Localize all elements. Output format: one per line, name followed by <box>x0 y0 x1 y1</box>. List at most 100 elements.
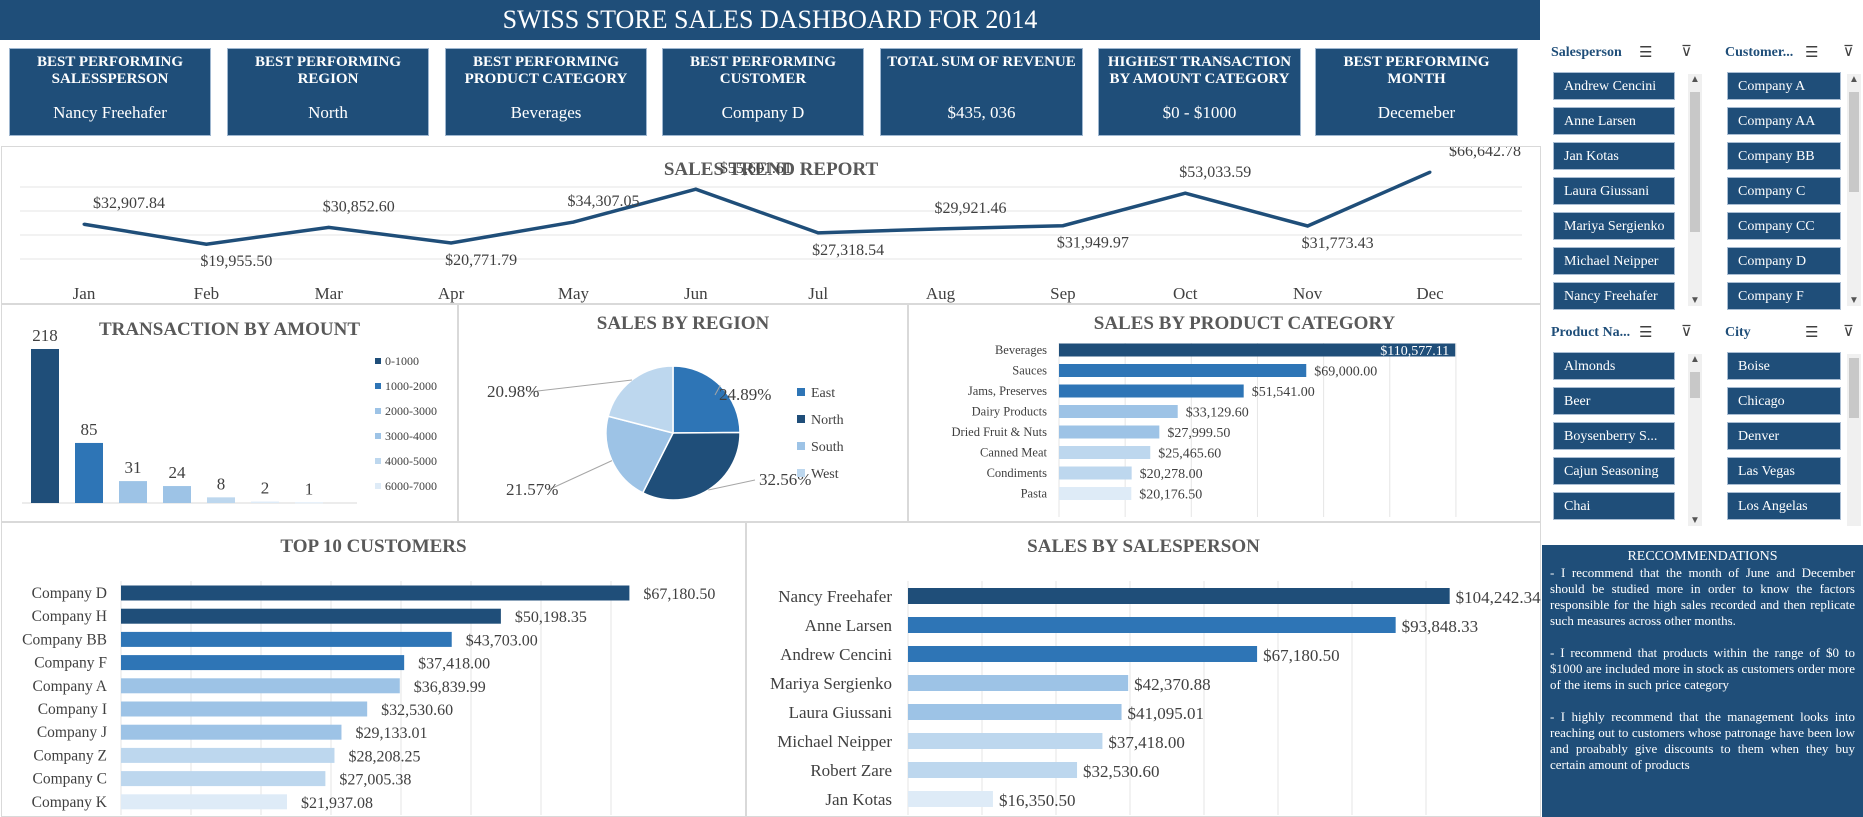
data-label: 2 <box>261 479 270 498</box>
slicer-item[interactable]: Chicago <box>1727 387 1841 415</box>
kpi-label: BEST PERFORMING PRODUCT CATEGORY <box>464 54 628 87</box>
bar <box>908 646 1258 662</box>
legend-swatch <box>375 433 381 439</box>
slicer-item[interactable]: Los Angelas <box>1727 492 1841 520</box>
recommendations-panel: RECCOMMENDATIONS - I recommend that the … <box>1542 545 1863 817</box>
trend-point <box>1306 224 1310 228</box>
slicer-scrollbar[interactable]: ▲ ▼ <box>1688 354 1702 526</box>
slicer-scrollbar[interactable] <box>1847 354 1861 526</box>
x-tick-label: Dec <box>1416 284 1444 303</box>
scroll-thumb[interactable] <box>1849 92 1859 192</box>
kpi-best-salesperson: BEST PERFORMING SALESSPERSON Nancy Freeh… <box>9 48 211 136</box>
slicer-item[interactable]: Michael Neipper <box>1553 247 1675 275</box>
slicer-item[interactable]: Anne Larsen <box>1553 107 1675 135</box>
bar <box>908 762 1078 778</box>
legend-label: 0-1000 <box>385 354 419 368</box>
slicer-item[interactable]: Denver <box>1727 422 1841 450</box>
slicer-item[interactable]: Company AA <box>1727 107 1841 135</box>
trend-point <box>1428 170 1432 174</box>
kpi-value: North <box>308 103 348 122</box>
slicer-item[interactable]: Las Vegas <box>1727 457 1841 485</box>
bar <box>121 724 342 740</box>
legend-swatch <box>797 415 805 423</box>
trend-point <box>327 225 331 229</box>
kpi-best-region: BEST PERFORMING REGION North <box>227 48 429 136</box>
legend-label: North <box>811 413 844 428</box>
clear-filter-icon[interactable]: ⊽ <box>1681 44 1692 60</box>
data-label: $67,180.50 <box>1263 646 1340 665</box>
multi-select-icon[interactable]: ☰ <box>1805 45 1819 61</box>
multi-select-icon[interactable]: ☰ <box>1805 325 1819 341</box>
clear-filter-icon[interactable]: ⊽ <box>1843 44 1854 60</box>
bar <box>1059 446 1151 459</box>
slicer-item[interactable]: Mariya Sergienko <box>1553 212 1675 240</box>
multi-select-icon[interactable]: ☰ <box>1639 45 1653 61</box>
clear-filter-icon[interactable]: ⊽ <box>1681 324 1692 340</box>
slicer-item[interactable]: Beer <box>1553 387 1675 415</box>
product-slicer: Product Na... ☰ ⊽ Almonds Beer Boysenber… <box>1543 322 1715 542</box>
product-category-chart: SALES BY PRODUCT CATEGORY Beverages $110,… <box>908 304 1541 522</box>
scroll-up-icon[interactable]: ▲ <box>1690 354 1700 365</box>
data-label: $43,703.00 <box>466 632 538 649</box>
slicer-item[interactable]: Company CC <box>1727 212 1841 240</box>
trend-point <box>1183 191 1187 195</box>
slicer-item[interactable]: Company D <box>1727 247 1841 275</box>
data-label: $20,278.00 <box>1140 467 1203 482</box>
slicer-item[interactable]: Andrew Cencini <box>1553 72 1675 100</box>
legend-swatch <box>375 483 381 489</box>
slicer-item[interactable]: Jan Kotas <box>1553 142 1675 170</box>
slicer-item[interactable]: Company C <box>1727 177 1841 205</box>
legend-label: 6000-7000 <box>385 479 437 493</box>
slicer-item[interactable]: Boise <box>1727 352 1841 380</box>
bar <box>1059 425 1160 439</box>
slicer-item[interactable]: Company F <box>1727 282 1841 310</box>
scroll-thumb[interactable] <box>1690 92 1700 232</box>
slicer-scrollbar[interactable]: ▲ ▼ <box>1688 74 1702 306</box>
scroll-down-icon[interactable]: ▼ <box>1849 295 1859 306</box>
slicer-scrollbar[interactable]: ▲ ▼ <box>1847 74 1861 306</box>
scroll-thumb[interactable] <box>1849 358 1859 418</box>
bar <box>207 497 235 503</box>
clear-filter-icon[interactable]: ⊽ <box>1843 324 1854 340</box>
data-label: $37,418.00 <box>1108 733 1185 752</box>
slicer-item[interactable]: Boysenberry S... <box>1553 422 1675 450</box>
y-tick-label: Company I <box>38 701 107 718</box>
scroll-up-icon[interactable]: ▲ <box>1690 74 1700 85</box>
multi-select-icon[interactable]: ☰ <box>1639 325 1653 341</box>
slicer-title: Customer... <box>1725 45 1794 60</box>
scroll-up-icon[interactable]: ▲ <box>1849 74 1859 85</box>
slicer-item[interactable]: Laura Giussani <box>1553 177 1675 205</box>
data-label: 85 <box>81 420 98 439</box>
kpi-label: BEST PERFORMING CUSTOMER <box>690 54 836 87</box>
x-tick-label: Jun <box>684 284 708 303</box>
slicer-item[interactable]: Almonds <box>1553 352 1675 380</box>
recommendation-item: - I highly recommend that the management… <box>1550 709 1855 772</box>
bar <box>121 678 400 694</box>
scroll-down-icon[interactable]: ▼ <box>1690 295 1700 306</box>
salesperson-chart: SALES BY SALESPERSON Nancy Freehafer $104… <box>746 522 1541 817</box>
y-tick-label: Beverages <box>995 343 1047 357</box>
legend-swatch <box>797 469 805 477</box>
legend-label: South <box>811 440 844 455</box>
bar <box>251 501 279 503</box>
bar <box>908 791 993 807</box>
chart-title: TOP 10 CUSTOMERS <box>280 536 467 557</box>
slicer-item[interactable]: Company A <box>1727 72 1841 100</box>
bar <box>295 502 323 504</box>
slicer-item[interactable]: Nancy Freehafer <box>1553 282 1675 310</box>
slicer-item[interactable]: Chai <box>1553 492 1675 520</box>
slicer-item[interactable]: Company BB <box>1727 142 1841 170</box>
y-tick-label: Company D <box>32 585 107 602</box>
y-tick-label: Company F <box>34 655 107 672</box>
scroll-down-icon[interactable]: ▼ <box>1690 515 1700 526</box>
kpi-value: $435, 036 <box>947 103 1016 122</box>
data-label: $27,005.38 <box>339 772 411 789</box>
y-tick-label: Company J <box>37 724 107 741</box>
recommendations-title: RECCOMMENDATIONS <box>1627 549 1778 564</box>
data-label: $20,176.50 <box>1139 488 1202 503</box>
slicer-item[interactable]: Cajun Seasoning <box>1553 457 1675 485</box>
scroll-thumb[interactable] <box>1690 372 1700 398</box>
bar <box>908 733 1103 749</box>
slicer-title: Salesperson <box>1551 45 1622 60</box>
kpi-label: HIGHEST TRANSACTION BY AMOUNT CATEGORY <box>1107 54 1292 87</box>
